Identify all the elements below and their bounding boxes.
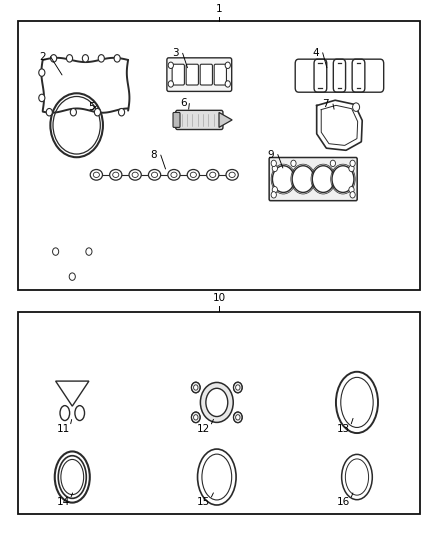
Circle shape <box>70 109 76 116</box>
Circle shape <box>233 382 242 393</box>
Circle shape <box>98 55 104 62</box>
Text: 1: 1 <box>215 4 223 14</box>
Circle shape <box>225 80 230 87</box>
Circle shape <box>50 55 57 62</box>
Circle shape <box>349 165 354 172</box>
Text: 8: 8 <box>150 150 157 160</box>
Circle shape <box>225 62 230 68</box>
Text: 13: 13 <box>337 424 350 434</box>
Circle shape <box>312 166 334 192</box>
Ellipse shape <box>75 406 85 421</box>
Circle shape <box>233 412 242 423</box>
Circle shape <box>191 382 200 393</box>
Circle shape <box>292 166 314 192</box>
FancyBboxPatch shape <box>172 64 184 85</box>
Circle shape <box>236 415 240 420</box>
Circle shape <box>291 160 296 166</box>
Ellipse shape <box>226 169 238 180</box>
Circle shape <box>353 103 360 111</box>
Ellipse shape <box>110 169 122 180</box>
Ellipse shape <box>200 383 233 422</box>
Text: 9: 9 <box>267 150 274 159</box>
Bar <box>18 312 420 514</box>
Circle shape <box>272 187 277 193</box>
Ellipse shape <box>60 406 70 421</box>
Circle shape <box>330 160 336 166</box>
Text: 5: 5 <box>88 102 95 111</box>
FancyBboxPatch shape <box>173 112 180 127</box>
Circle shape <box>272 165 277 172</box>
Ellipse shape <box>206 388 228 417</box>
Ellipse shape <box>207 169 219 180</box>
Circle shape <box>53 248 59 255</box>
Text: 12: 12 <box>197 424 210 434</box>
Circle shape <box>86 248 92 255</box>
Polygon shape <box>219 112 232 127</box>
Circle shape <box>194 385 198 390</box>
Circle shape <box>194 415 198 420</box>
Circle shape <box>168 62 173 68</box>
Ellipse shape <box>129 169 141 180</box>
Circle shape <box>94 109 100 116</box>
FancyBboxPatch shape <box>167 58 232 92</box>
Circle shape <box>82 55 88 62</box>
Text: 4: 4 <box>312 48 319 58</box>
Text: 6: 6 <box>180 99 187 108</box>
Circle shape <box>114 55 120 62</box>
Text: 7: 7 <box>322 99 329 109</box>
Bar <box>18 21 420 290</box>
Circle shape <box>168 80 173 87</box>
Circle shape <box>39 94 45 102</box>
FancyBboxPatch shape <box>269 158 357 200</box>
Circle shape <box>349 187 354 193</box>
Text: 10: 10 <box>212 293 226 303</box>
FancyBboxPatch shape <box>186 64 198 85</box>
FancyBboxPatch shape <box>214 64 226 85</box>
Text: 3: 3 <box>172 49 179 58</box>
Circle shape <box>69 273 75 280</box>
Text: 11: 11 <box>57 424 70 434</box>
Circle shape <box>332 166 354 192</box>
Text: 14: 14 <box>57 497 70 507</box>
Circle shape <box>350 160 355 166</box>
FancyBboxPatch shape <box>176 110 223 130</box>
Text: 2: 2 <box>39 52 46 62</box>
Circle shape <box>271 160 276 166</box>
Ellipse shape <box>90 169 102 180</box>
Text: 15: 15 <box>197 497 210 507</box>
Circle shape <box>236 385 240 390</box>
Circle shape <box>271 191 276 198</box>
Ellipse shape <box>168 169 180 180</box>
Circle shape <box>272 166 294 192</box>
FancyBboxPatch shape <box>200 64 212 85</box>
Ellipse shape <box>148 169 161 180</box>
Text: 16: 16 <box>337 497 350 507</box>
Circle shape <box>191 412 200 423</box>
Ellipse shape <box>187 169 199 180</box>
Circle shape <box>118 109 124 116</box>
Circle shape <box>39 69 45 76</box>
Circle shape <box>350 191 355 198</box>
Circle shape <box>67 55 73 62</box>
Circle shape <box>46 109 53 116</box>
